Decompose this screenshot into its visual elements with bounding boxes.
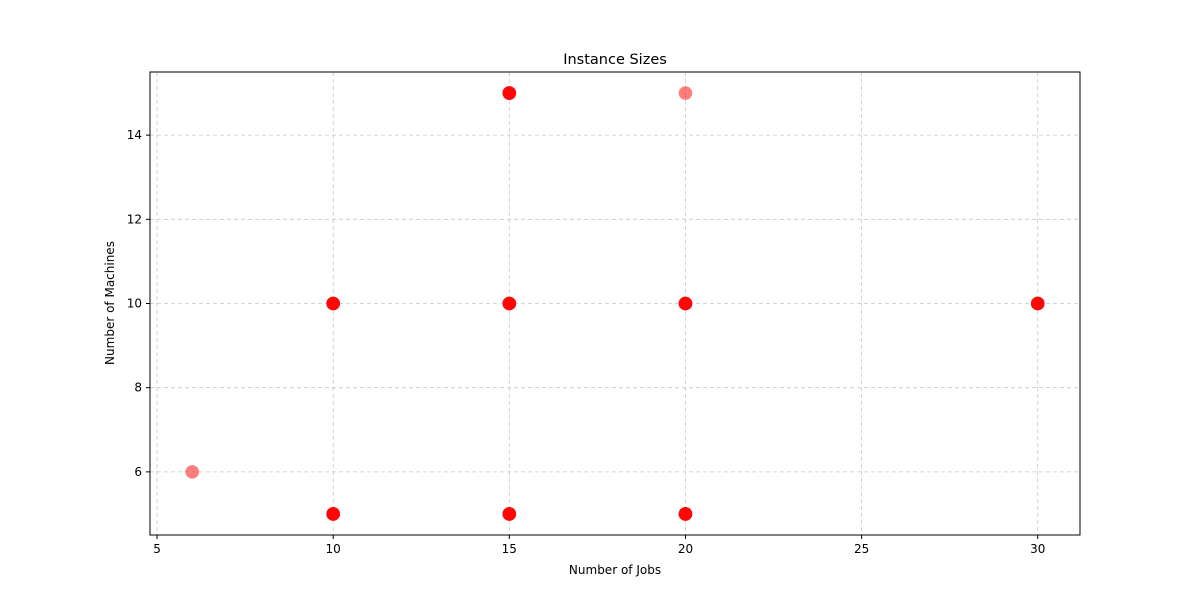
y-tick-label: 12 (127, 212, 142, 226)
scatter-point (502, 86, 517, 100)
scatter-point (326, 296, 340, 311)
scatter-point (502, 507, 517, 521)
scatter-point (678, 86, 693, 100)
y-axis-ticks: 6 8 10 12 14 (127, 128, 150, 479)
x-tick-label: 20 (678, 542, 693, 556)
scatter-point (502, 296, 517, 311)
x-tick-label: 10 (326, 542, 341, 556)
x-axis-ticks: 5 10 15 20 25 30 (153, 535, 1045, 556)
chart-title: Instance Sizes (563, 52, 667, 68)
y-tick-label: 8 (134, 381, 142, 395)
x-axis-label: Number of Jobs (569, 563, 661, 577)
grid-lines (150, 72, 1080, 535)
y-tick-label: 10 (127, 297, 142, 311)
data-points (185, 86, 1045, 521)
x-tick-label: 25 (854, 542, 869, 556)
y-tick-label: 14 (127, 128, 142, 142)
y-tick-label: 6 (134, 465, 142, 479)
y-axis-label: Number of Machines (103, 241, 117, 365)
x-tick-label: 30 (1030, 542, 1045, 556)
x-tick-label: 5 (153, 542, 161, 556)
x-tick-label: 15 (502, 542, 517, 556)
scatter-point (678, 507, 693, 521)
scatter-point (678, 296, 693, 311)
scatter-point (1030, 296, 1045, 311)
scatter-point (326, 507, 340, 521)
scatter-point (185, 465, 200, 479)
